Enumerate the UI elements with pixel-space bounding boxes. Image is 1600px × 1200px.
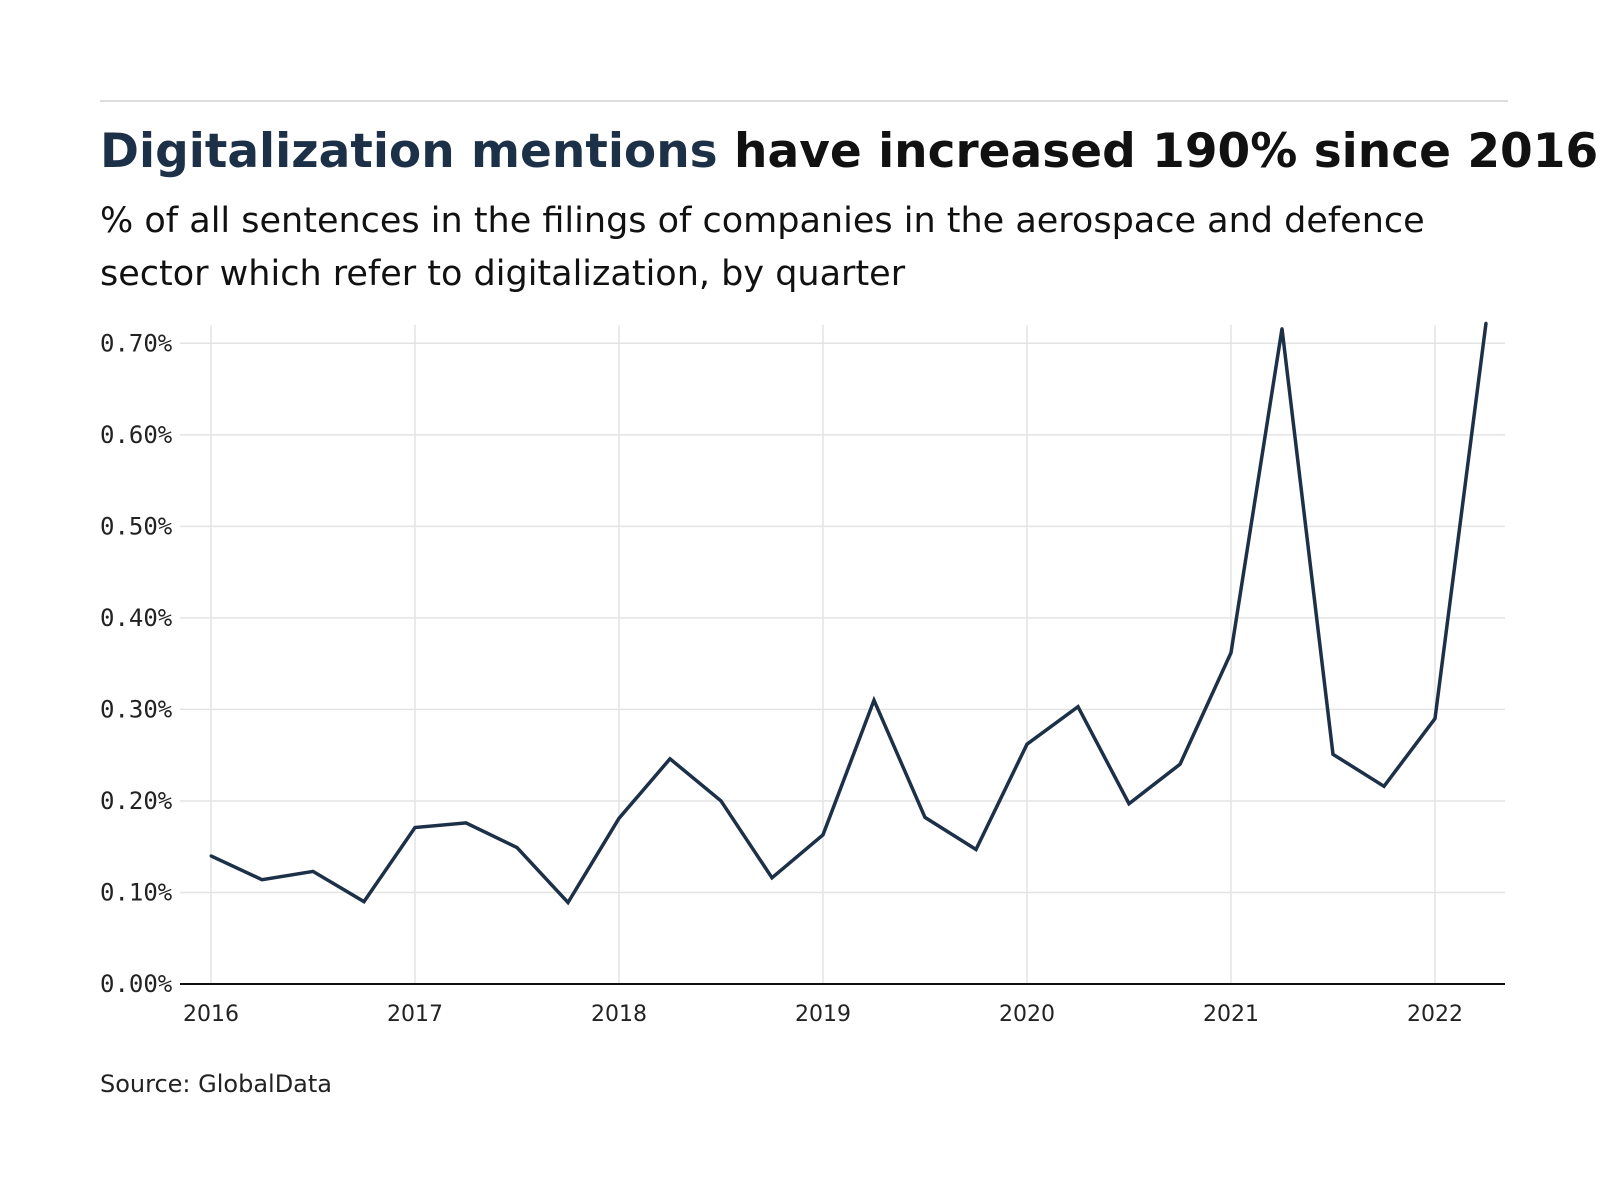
y-tick-label: 0.50%: [100, 512, 173, 540]
data-point: [209, 854, 213, 858]
data-point: [515, 846, 519, 850]
data-point: [770, 876, 774, 880]
chart-subtitle: % of all sentences in the filings of com…: [100, 201, 1425, 294]
x-tick-label: 2018: [591, 1002, 647, 1027]
axes: 0.00% 0.10% 0.20% 0.30% 0.40% 0.50% 0.60% 0.70%…: [100, 329, 1505, 1027]
data-point: [1331, 752, 1335, 756]
data-point: [668, 757, 672, 761]
x-tick-label: 2022: [1407, 1002, 1463, 1027]
data-point: [566, 901, 570, 905]
data-point: [413, 825, 417, 829]
y-tick-label: 0.60%: [100, 421, 173, 449]
data-point: [1484, 321, 1488, 325]
data-point: [362, 900, 366, 904]
chart-title: Digitalization mentions have increased 1…: [100, 122, 1598, 182]
y-tick-label: 0.10%: [100, 878, 173, 906]
grid-lines: [180, 325, 1505, 984]
data-point: [1025, 742, 1029, 746]
x-tick-label: 2020: [999, 1002, 1055, 1027]
data-point: [1178, 762, 1182, 766]
source-note: Source: GlobalData: [100, 1070, 333, 1098]
data-point: [1127, 802, 1131, 806]
data-point: [821, 833, 825, 837]
data-point: [1280, 327, 1284, 331]
data-point: [1076, 705, 1080, 709]
x-tick-label: 2017: [387, 1002, 443, 1027]
data-point: [872, 698, 876, 702]
chart-title-rest: have increased 190% since 2016: [717, 124, 1599, 179]
series-line: [210, 322, 1488, 906]
y-tick-label: 0.00%: [100, 970, 173, 998]
x-tick-label: 2016: [183, 1002, 239, 1027]
chart-title-highlight: Digitalization mentions: [100, 124, 718, 179]
data-point: [1433, 717, 1437, 721]
data-point: [311, 869, 315, 873]
y-tick-label: 0.70%: [100, 329, 173, 357]
data-point: [617, 816, 621, 820]
data-point: [974, 847, 978, 851]
series-layer: [209, 321, 1488, 906]
data-point: [260, 878, 264, 882]
top-divider: [100, 100, 1508, 102]
data-point: [719, 799, 723, 803]
y-tick-label: 0.30%: [100, 695, 173, 723]
data-point: [923, 815, 927, 819]
x-tick-label: 2019: [795, 1002, 851, 1027]
data-point: [464, 821, 468, 825]
data-point: [1229, 651, 1233, 655]
data-point: [1382, 784, 1386, 788]
x-tick-label: 2021: [1203, 1002, 1259, 1027]
y-tick-label: 0.20%: [100, 787, 173, 815]
y-tick-label: 0.40%: [100, 604, 173, 632]
